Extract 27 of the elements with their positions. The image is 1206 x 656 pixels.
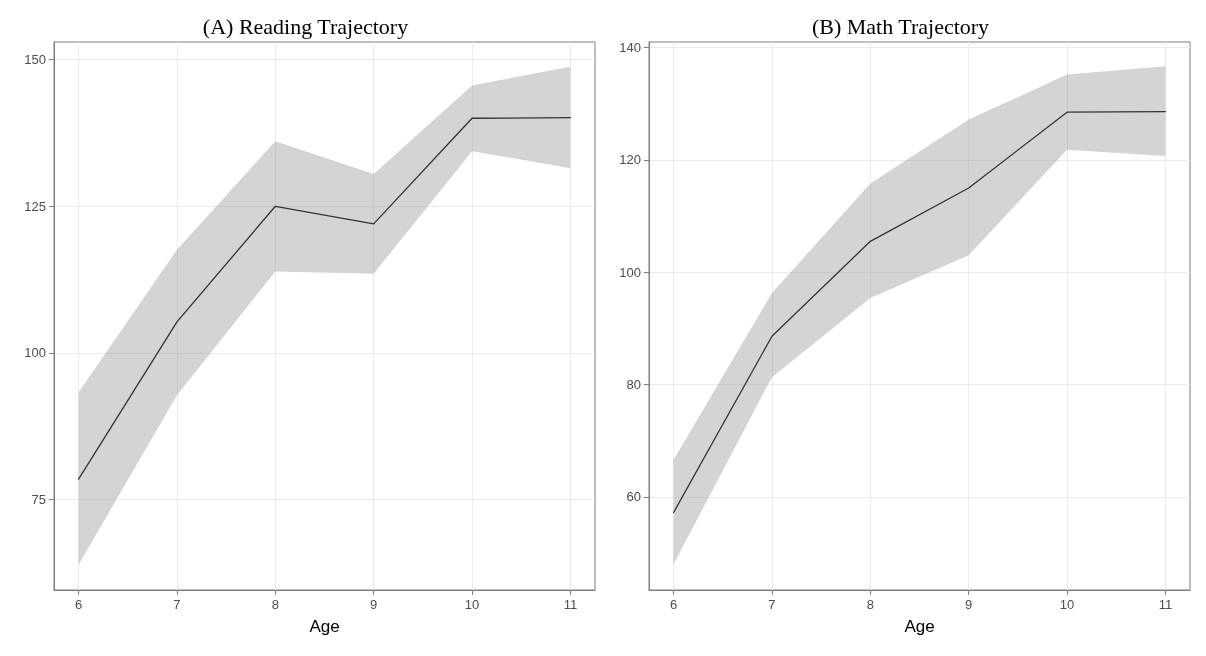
x-tick-label: 10 xyxy=(1059,597,1075,612)
y-tick-label: 80 xyxy=(626,377,641,392)
line-series xyxy=(672,110,1167,514)
x-tick-label: 8 xyxy=(866,597,874,612)
x-axis-title: Age xyxy=(309,617,340,636)
x-tick-label: 9 xyxy=(965,597,973,612)
y-tick-label: 75 xyxy=(31,492,46,508)
x-tick-label: 11 xyxy=(1158,597,1173,612)
x-tick-label: 8 xyxy=(271,597,279,612)
y-tick-label: 125 xyxy=(24,198,46,214)
x-axis-title: Age xyxy=(904,617,935,636)
x-tick-label: 7 xyxy=(768,597,776,612)
y-tick-label: 120 xyxy=(619,152,641,168)
y-tick-label: 60 xyxy=(626,489,641,505)
y-tick-label: 100 xyxy=(24,345,46,361)
chart-title: (B) Math Trajectory xyxy=(811,13,990,39)
line-series xyxy=(77,117,572,480)
y-tick-label: 150 xyxy=(24,52,46,68)
x-tick-label: 7 xyxy=(173,597,181,612)
x-tick-label: 6 xyxy=(74,597,83,612)
x-tick-label: 10 xyxy=(464,597,480,612)
y-tick-label: 140 xyxy=(619,40,641,56)
x-tick-label: 6 xyxy=(669,597,678,612)
chart-title: (A) Reading Trajectory xyxy=(202,13,409,39)
x-tick-label: 9 xyxy=(370,597,378,612)
y-tick-label: 100 xyxy=(619,264,641,280)
x-tick-label: 11 xyxy=(563,597,578,612)
